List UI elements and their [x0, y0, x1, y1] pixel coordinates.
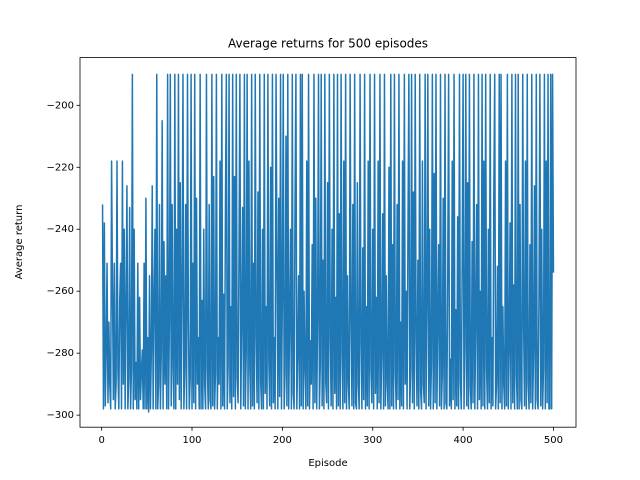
y-tick-label: −280 — [47, 348, 74, 359]
x-tick-label: 200 — [273, 435, 292, 446]
y-tick-label: −220 — [47, 162, 74, 173]
x-tick-label: 400 — [454, 435, 473, 446]
x-tick-label: 100 — [182, 435, 201, 446]
y-axis-label: Average return — [14, 205, 25, 280]
x-tick-label: 500 — [544, 435, 563, 446]
x-axis-label: Episode — [308, 458, 347, 469]
x-tick-label: 0 — [98, 435, 104, 446]
x-tick-label: 300 — [363, 435, 382, 446]
y-tick-label: −200 — [47, 100, 74, 111]
chart-title: Average returns for 500 episodes — [228, 37, 428, 51]
y-tick-label: −260 — [47, 286, 74, 297]
y-tick-label: −300 — [47, 410, 74, 421]
line — [101, 73, 555, 413]
plot-frame — [79, 57, 577, 428]
y-tick-label: −240 — [47, 224, 74, 235]
